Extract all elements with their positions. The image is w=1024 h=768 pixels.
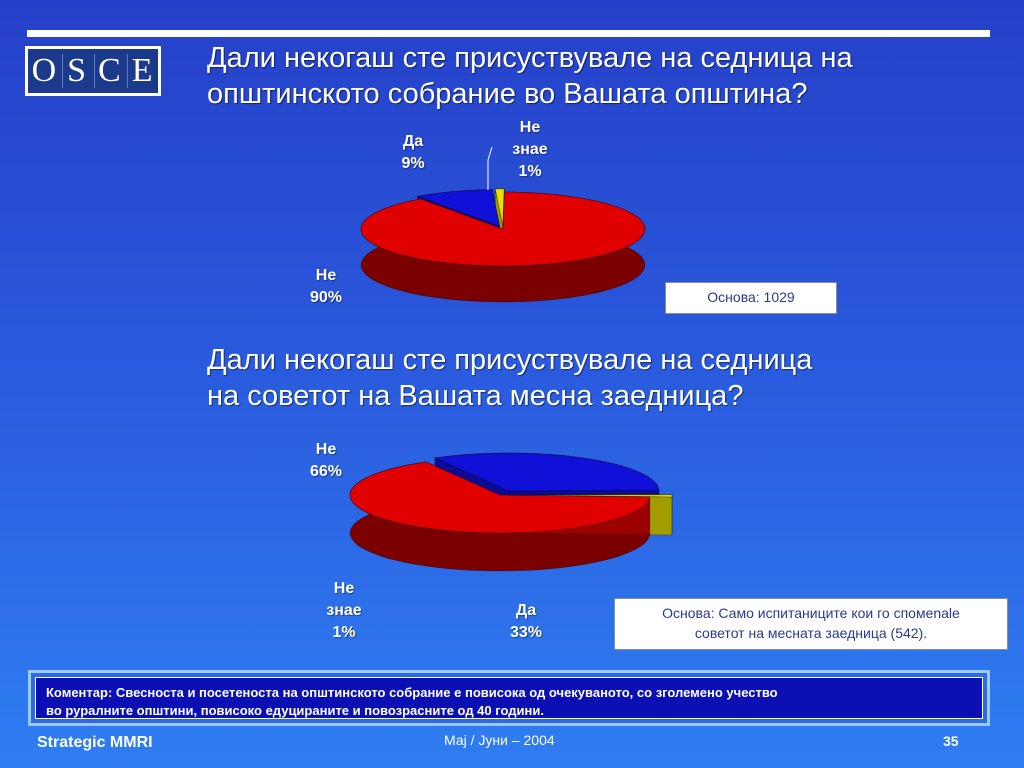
pie1-base-note: Основа: 1029	[665, 282, 837, 314]
question-2-title: Дали некогаш сте присуствувале на седниц…	[207, 342, 947, 414]
pie2-base-note: Основа: Само испитаниците кои го спомena…	[614, 598, 1008, 650]
pie2-label-yes-name: Да	[515, 602, 537, 619]
pie2-label-yes-pct: 33%	[509, 624, 543, 641]
pie1-dont-know-leader-line	[487, 146, 493, 190]
pie-slice-top-0	[349, 461, 651, 534]
logo-letter-o: O	[31, 52, 57, 89]
question-1-line-1: Дали некогаш сте присуствувале на седниц…	[207, 42, 853, 74]
footer-page-number: 35	[943, 733, 959, 749]
pie1-label-no-pct: 90%	[309, 289, 343, 306]
top-divider-bar	[27, 30, 990, 37]
pie1-label-dk-pct: 1%	[518, 163, 542, 180]
question-2-line-1: Дали некогаш сте присуствувале на седниц…	[207, 344, 813, 376]
pie-chart-1	[360, 188, 646, 303]
pie2-label-no-pct: 66%	[309, 463, 343, 480]
pie1-label-dk-line1: Не	[519, 119, 541, 136]
pie-chart-2	[349, 452, 673, 572]
pie2-label-no: Не 66%	[298, 439, 354, 483]
question-2-line-2: на советот на Вашата месна заедница?	[207, 380, 744, 412]
pie-slice-top-0	[360, 191, 646, 267]
pie-slice-top-1	[415, 189, 501, 228]
comment-text: Коментар: Свесноста и посетеноста на опш…	[35, 677, 983, 719]
footer-company: Strategic MMRI	[37, 734, 153, 751]
pie-slice-top-2	[521, 494, 673, 498]
comment-line-1: Коментар: Свесноста и посетеноста на опш…	[46, 685, 778, 700]
pie-slice-top-2	[494, 188, 505, 226]
footer-date: Мај / Јуни – 2004	[444, 732, 555, 748]
question-1-title: Дали некогаш сте присуствувале на седниц…	[207, 40, 987, 112]
logo-letter-s: S	[61, 54, 91, 88]
osce-logo: O S C E	[25, 46, 161, 96]
pie2-label-dk-pct: 1%	[332, 624, 356, 641]
comment-box: Коментар: Свесноста и посетеноста на опш…	[28, 670, 990, 726]
pie-slice-top-1	[433, 452, 660, 492]
pie2-label-dk-line1: Не	[333, 580, 355, 597]
logo-letter-c: C	[94, 54, 123, 88]
pie1-label-yes-name: Да	[402, 133, 424, 150]
pie2-label-dk-line2: знае	[326, 602, 362, 619]
pie2-label-no-name: Не	[315, 441, 337, 458]
pie1-label-dont-know: Не знае 1%	[500, 117, 560, 183]
question-1-line-2: општинското собрание во Вашата општина?	[207, 78, 808, 110]
pie2-base-line-2: советот на месната заедница (542).	[694, 625, 928, 641]
pie2-base-line-1: Основа: Само испитаниците кои го спомena…	[662, 605, 960, 621]
pie1-label-yes: Да 9%	[388, 131, 438, 175]
pie2-label-dont-know: Не знае 1%	[316, 578, 372, 644]
comment-line-2: во руралните општини, повисоко едуцирани…	[46, 703, 544, 718]
logo-letter-e: E	[127, 54, 156, 88]
pie1-label-yes-pct: 9%	[401, 155, 425, 172]
pie2-label-yes: Да 33%	[498, 600, 554, 644]
pie1-label-no-name: Не	[315, 267, 337, 284]
osce-logo-letters: O S C E	[28, 49, 158, 93]
pie1-label-no: Не 90%	[298, 265, 354, 309]
pie1-label-dk-line2: знае	[512, 141, 548, 158]
